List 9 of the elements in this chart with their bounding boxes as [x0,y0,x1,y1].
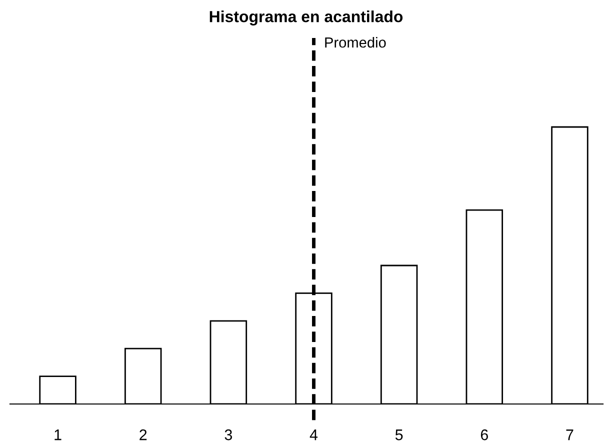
x-tick-label: 1 [54,430,62,440]
x-tick-label: 6 [480,429,488,440]
x-tick-label: 2 [140,429,147,440]
x-tick-label: 7 [566,430,574,440]
x-tick-label: 3 [224,429,232,440]
chart-title: Histograma en acantilado [210,10,403,26]
x-tick-label: 5 [395,430,403,440]
ref-line-label: Promedio [325,36,386,48]
x-tick-label: 4 [310,430,318,440]
